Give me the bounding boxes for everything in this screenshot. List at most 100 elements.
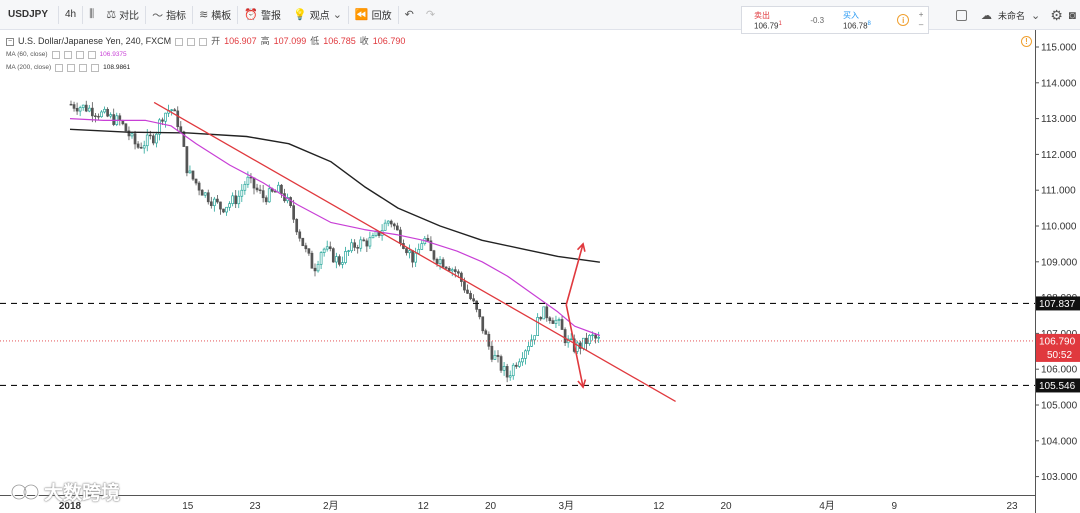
replay-button[interactable]: ⏪ 回放 [349,0,398,30]
y-tick-label: 104.000 [1041,436,1078,447]
price-axis: 115.000 114.000 113.000 112.000 111.000 110.0… [1035,43,1080,483]
cloud-icon: ☁ [980,9,992,22]
settings-icon[interactable] [63,50,72,59]
candle-body [206,192,210,203]
candle-body [447,267,451,272]
candle-body [453,269,457,273]
quote-info-button[interactable]: i [892,7,914,33]
ideas-button[interactable]: 💡 观点 ⌄ [287,0,348,30]
candle-body [490,345,494,360]
more-icon[interactable] [91,63,100,72]
fullscreen-checkbox[interactable] [955,9,967,21]
gear-icon[interactable]: ⚙ [1050,6,1063,23]
candle-body [594,334,597,339]
close-value: 106.790 [372,36,406,46]
close-icon[interactable] [79,63,88,72]
sell-label: 卖出 [754,10,770,20]
candle-body [524,350,527,359]
candle-body [325,246,329,250]
watermark-text: 大数跨境 [44,483,121,504]
x-tick-label: 20 [721,501,733,512]
candle-body [264,197,268,203]
undo-button[interactable]: ↶ [399,0,420,30]
candle-body [597,336,601,339]
down-arrow-shaft [565,304,584,388]
candle-body [588,335,591,344]
candle-body [319,252,323,265]
replay-label: 回放 [371,11,392,22]
compare-button[interactable]: ⚖ 对比 [100,0,145,30]
candle-body [228,203,231,208]
eye-icon[interactable] [55,63,64,72]
ma60-label: MA (60, close) [6,51,48,58]
y-tick-label: 114.000 [1041,78,1077,89]
level-tag-bg [1036,296,1080,311]
eye-icon[interactable] [175,37,184,46]
toolbar-right: ☁ 未命名 ⌄ ⚙ ◙ [955,0,1080,30]
candle-body [139,146,143,149]
templates-icon: ≋ [199,9,209,21]
plot-area [0,100,1035,402]
indicators-button[interactable]: 〜指标 [146,0,192,30]
collapse-legend-icon[interactable]: − [6,37,14,46]
candle-body [81,104,85,108]
candle-body [121,120,125,125]
candle-body [148,134,152,137]
candle-body [328,246,332,249]
redo-button[interactable]: ↷ [420,0,441,30]
candle-body [289,197,292,207]
close-icon[interactable] [75,50,84,59]
buy-button[interactable]: 买入 106.788 [831,7,892,33]
candle-body [164,112,167,122]
x-tick-label: 4月 [819,500,835,512]
candle-body [575,342,579,352]
low-value: 106.785 [323,36,356,46]
candle-body [200,189,204,196]
candle-body [237,195,241,205]
layout-name[interactable]: 未命名 [997,10,1025,21]
warning-icon[interactable]: ! [1021,36,1032,47]
ma200-label: MA (200, close) [6,64,52,71]
templates-button[interactable]: ≋ 横板 [193,0,237,30]
ma60-line [69,118,601,337]
candle-body [219,201,222,210]
more-icon[interactable] [87,50,96,59]
time-axis[interactable] [0,495,1036,513]
interval-label: 4h [65,9,77,20]
candle-body [307,248,311,254]
quote-stepper[interactable]: + – [914,7,928,33]
quote-panel: 卖出 106.791 -0.3 买入 106.788 i + – [741,6,929,34]
candle-body [441,259,445,268]
alert-button[interactable]: ⏰ 警报 [238,0,287,30]
candle-body [298,231,302,239]
candle-body [277,184,280,193]
camera-icon[interactable]: ◙ [1068,8,1076,22]
indicators-icon: 〜 [152,9,164,22]
high-label: 高 [260,36,270,46]
candle-body [420,243,424,250]
interval-button[interactable]: 4h [59,0,82,30]
symbol-search[interactable]: USDJPY [0,0,58,30]
up-arrow-shaft [565,243,584,305]
price-chart[interactable]: 115.000 114.000 113.000 112.000 111.000 110.0… [0,30,1080,513]
candle-body [301,237,305,247]
candle-body [475,300,478,310]
candle-body [335,256,338,263]
eye-icon[interactable] [51,50,60,59]
candle-body [240,189,244,197]
candle-body [386,220,390,224]
settings-icon[interactable] [187,37,196,46]
candle-body [127,130,131,137]
more-icon[interactable] [199,37,208,46]
ma200-value: 108.9861 [103,64,131,71]
candle-body [569,338,573,341]
sell-button[interactable]: 卖出 106.791 [742,7,803,33]
chart-style-button[interactable]: ⫼ [83,0,100,30]
undo-icon: ↶ [404,9,414,21]
candle-body [234,195,238,205]
alert-label: 警报 [260,11,281,22]
candle-body [87,107,91,112]
settings-icon[interactable] [67,63,76,72]
candle-body [536,316,540,336]
